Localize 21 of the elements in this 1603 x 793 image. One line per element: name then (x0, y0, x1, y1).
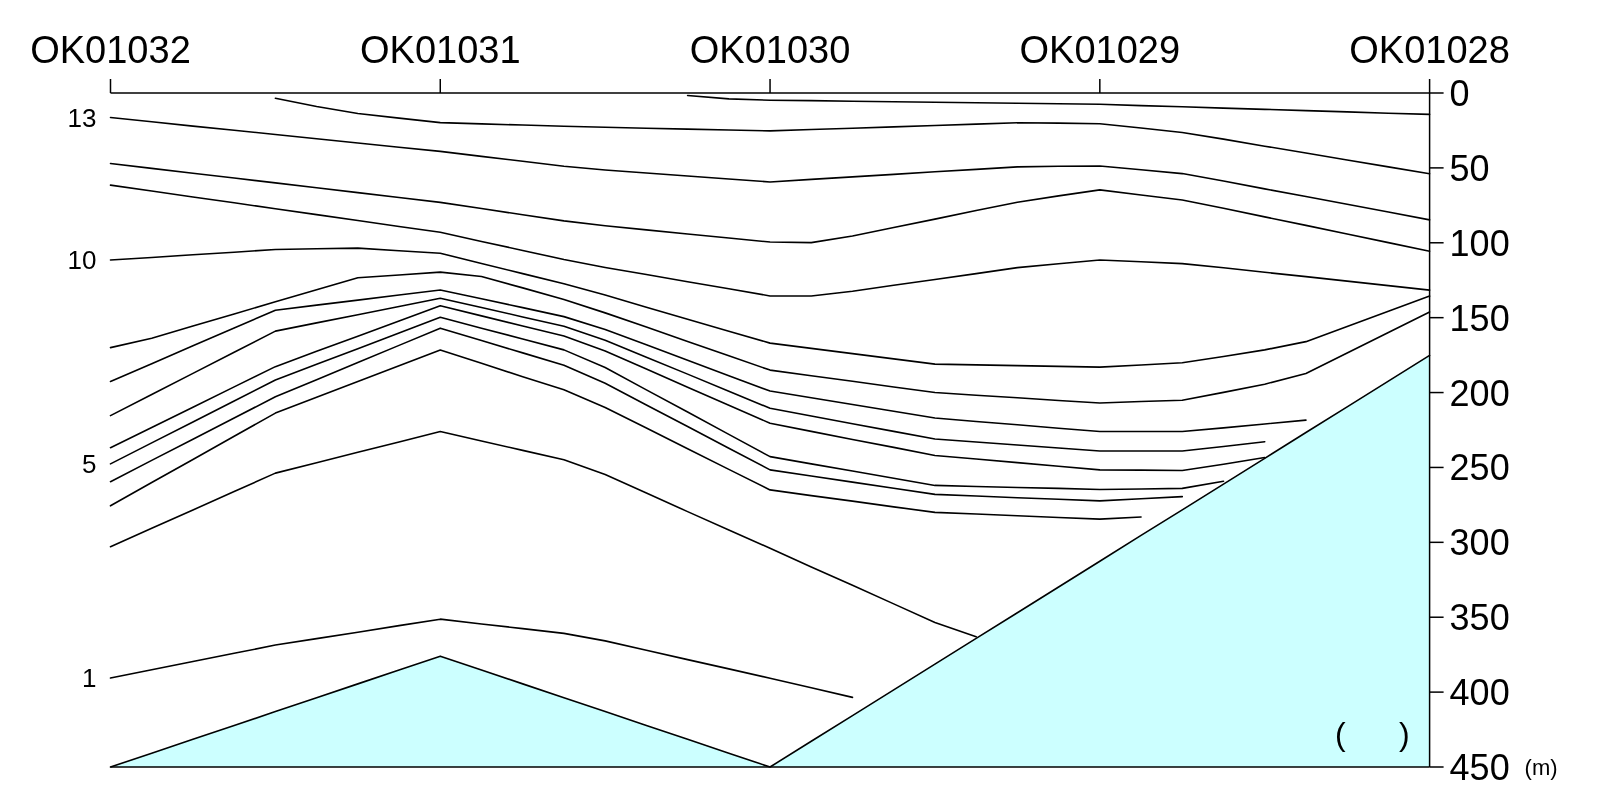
x-tick-label: OK01032 (30, 29, 191, 71)
y-tick-label: 300 (1449, 522, 1510, 564)
x-tick-label: OK01030 (689, 29, 851, 71)
series-label: 5 (82, 448, 97, 479)
y-tick-label: 400 (1449, 672, 1510, 714)
series-label: 1 (82, 663, 97, 694)
x-tick-label: OK01031 (359, 29, 521, 71)
y-tick-label: 250 (1449, 447, 1510, 489)
y-tick-label: 100 (1449, 222, 1510, 264)
y-tick-label: 450 (1449, 746, 1510, 788)
y-tick-label: 50 (1449, 147, 1490, 189)
x-tick-label: OK01028 (1349, 29, 1510, 71)
y-tick-label: 200 (1449, 372, 1510, 414)
y-tick-label: 350 (1449, 597, 1510, 639)
y-tick-label: 0 (1449, 72, 1470, 114)
annotation: ( ) (1334, 716, 1410, 752)
y-tick-label: 150 (1449, 297, 1510, 339)
series-label: 10 (67, 245, 97, 276)
series-label: 13 (67, 102, 97, 133)
y-axis-title: (m) (1524, 754, 1558, 780)
x-tick-label: OK01029 (1019, 29, 1181, 71)
